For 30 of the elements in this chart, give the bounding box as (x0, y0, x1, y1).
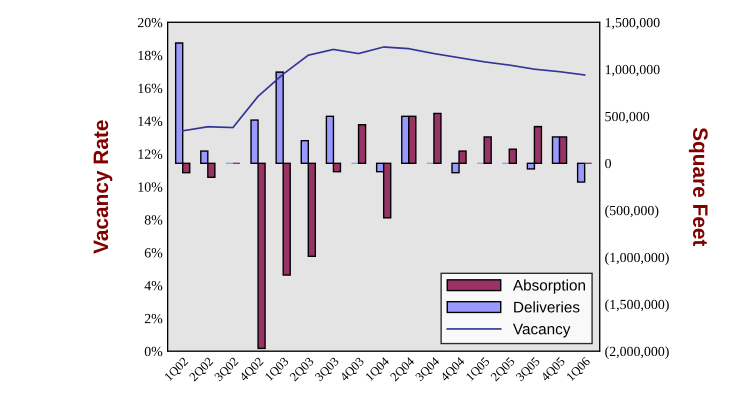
bar (576, 162, 586, 183)
y-tick-label: 6% (144, 248, 162, 258)
y2-tick-label: 0 (605, 158, 611, 168)
bar (358, 124, 366, 164)
y2-tick-label: (500,000) (605, 205, 658, 218)
legend-label: Absorption (512, 279, 585, 294)
y-tick-label: 18% (138, 50, 162, 60)
y-tick-label: 8% (144, 215, 162, 225)
legend-label: Deliveries (514, 301, 580, 313)
y2-tick-label: (2,000,000) (605, 346, 669, 359)
bar (483, 136, 492, 164)
y2-tick-label: 1,000,000 (606, 64, 660, 76)
bar (508, 148, 518, 164)
y-tick-label: 16% (138, 84, 162, 94)
y-tick-label: 10% (138, 182, 162, 192)
y-axis-title: Vacancy Rate (94, 120, 112, 254)
y-tick-label: 12% (138, 149, 162, 159)
legend-label: Vacancy (513, 324, 570, 338)
y2-tick-label: (1,000,000) (605, 252, 669, 266)
y2-tick-label: 500,000 (605, 112, 650, 124)
y-tick-label: 14% (138, 116, 162, 126)
y-tick-label: 20% (138, 18, 162, 28)
y-tick-label: 4% (144, 281, 162, 290)
y-tick-label: 2% (144, 314, 162, 324)
y2-tick-label: (1,500,000) (605, 299, 669, 312)
line-series (182, 46, 586, 132)
y2-tick-label: 1,500,000 (606, 18, 660, 30)
y2-axis-title: Square Feet (688, 128, 708, 246)
bar (433, 112, 442, 164)
y-tick-label: 0% (144, 346, 162, 356)
